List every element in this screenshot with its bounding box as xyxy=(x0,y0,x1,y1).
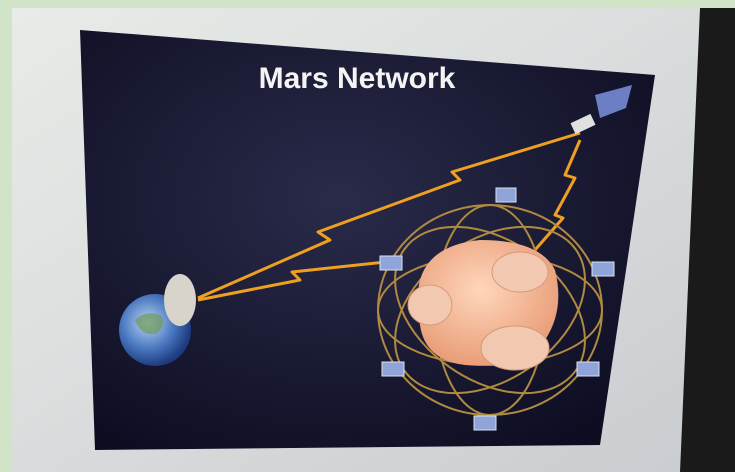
photo: Mars Network xyxy=(0,0,735,472)
crater xyxy=(481,326,549,370)
crater xyxy=(492,252,548,292)
dish xyxy=(164,274,196,326)
crater xyxy=(408,285,452,325)
slide-title: Mars Network xyxy=(259,62,456,95)
